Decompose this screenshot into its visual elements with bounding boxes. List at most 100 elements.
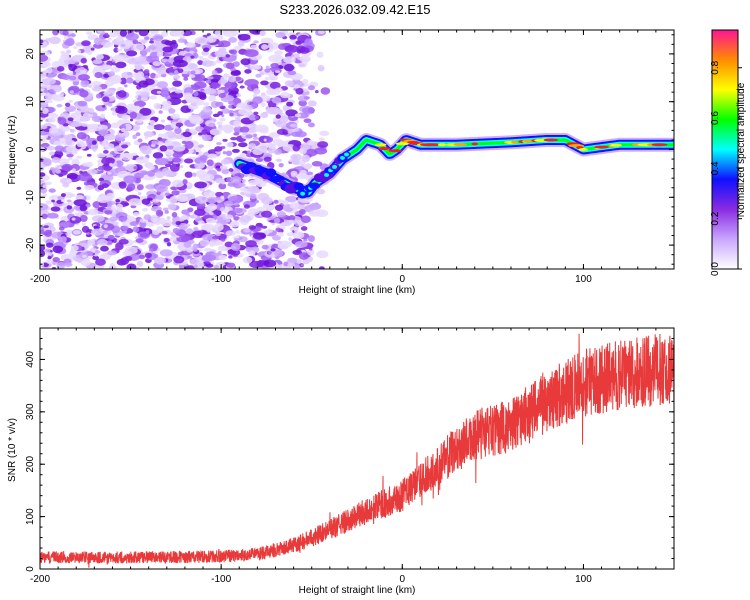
noise-speck — [268, 132, 281, 139]
noise-speck — [230, 243, 241, 251]
noise-speck — [267, 250, 273, 255]
noise-speck — [162, 207, 169, 212]
noise-speck — [110, 122, 121, 129]
noise-speck — [268, 204, 275, 210]
noise-speck — [255, 73, 262, 78]
noise-speck — [40, 244, 46, 251]
noise-speck — [95, 93, 102, 99]
noise-speck — [253, 111, 259, 115]
noise-speck — [259, 30, 266, 37]
noise-speck — [185, 265, 196, 269]
noise-speck — [41, 193, 48, 198]
spectrogram-y-tick-label: -10 — [25, 190, 36, 205]
noise-speck — [96, 135, 105, 142]
noise-speck — [269, 81, 281, 90]
noise-speck — [101, 222, 115, 231]
noise-speck — [192, 243, 199, 249]
snr-panel: -200 -100 0 100 0 100 200 300 400 Height of str… — [7, 327, 675, 596]
noise-speck — [187, 71, 192, 75]
noise-speck — [137, 138, 143, 143]
noise-speck — [256, 179, 267, 188]
noise-speck — [107, 37, 112, 41]
noise-speck — [248, 208, 260, 215]
noise-speck — [220, 238, 226, 242]
noise-speck — [306, 171, 314, 176]
noise-speck — [320, 87, 331, 95]
noise-speck — [225, 230, 236, 237]
noise-speck — [143, 36, 150, 41]
noise-speck — [175, 221, 181, 226]
noise-speck — [104, 143, 115, 150]
noise-speck — [148, 119, 156, 125]
noise-speck — [156, 81, 169, 88]
noise-speck — [232, 148, 240, 153]
noise-speck — [147, 170, 156, 177]
noise-speck — [300, 226, 308, 231]
noise-speck — [228, 168, 234, 172]
noise-speck — [214, 50, 228, 58]
noise-speck — [237, 40, 245, 47]
noise-speck — [243, 49, 259, 58]
noise-speck — [90, 143, 99, 151]
noise-speck — [203, 247, 212, 252]
noise-speck — [277, 231, 284, 237]
noise-speck — [123, 123, 132, 131]
noise-speck — [70, 121, 81, 128]
noise-speck — [103, 133, 116, 141]
noise-speck — [248, 114, 258, 121]
noise-speck — [42, 262, 49, 267]
noise-speck — [126, 77, 134, 84]
noise-speck — [115, 36, 123, 42]
noise-speck — [260, 210, 273, 218]
noise-speck — [91, 228, 104, 236]
noise-speck — [262, 111, 268, 115]
chart-title: S233.2026.032.09.42.E15 — [279, 2, 430, 17]
noise-speck — [41, 77, 56, 86]
noise-speck — [107, 102, 113, 107]
noise-speck — [49, 194, 61, 202]
noise-speck — [135, 238, 144, 243]
noise-speck — [171, 30, 185, 37]
noise-speck — [165, 96, 172, 100]
noise-speck — [239, 152, 247, 158]
noise-speck — [209, 243, 215, 247]
noise-speck — [261, 244, 269, 250]
noise-speck — [203, 47, 210, 53]
noise-speck — [239, 85, 245, 89]
noise-speck — [86, 153, 92, 157]
noise-speck — [109, 162, 113, 167]
noise-speck — [296, 45, 306, 53]
noise-speck — [94, 84, 100, 90]
noise-speck — [194, 181, 207, 189]
noise-speck — [189, 74, 196, 78]
noise-speck — [69, 216, 82, 224]
noise-speck — [292, 231, 305, 239]
noise-speck — [153, 124, 165, 131]
noise-speck — [136, 118, 143, 123]
noise-speck — [237, 33, 251, 41]
noise-speck — [84, 184, 95, 191]
noise-speck — [171, 212, 178, 218]
noise-speck — [108, 90, 112, 94]
noise-speck — [286, 101, 294, 107]
noise-speck — [72, 229, 81, 235]
noise-speck — [278, 163, 284, 168]
noise-speck — [267, 143, 277, 149]
noise-speck — [185, 42, 196, 48]
noise-speck — [246, 150, 251, 154]
noise-speck — [52, 30, 60, 36]
noise-speck — [141, 198, 151, 205]
noise-speck — [91, 140, 97, 145]
noise-speck — [184, 141, 194, 149]
noise-speck — [168, 72, 175, 76]
noise-speck — [66, 205, 73, 210]
noise-speck — [145, 230, 150, 234]
noise-speck — [275, 114, 281, 119]
noise-speck — [295, 87, 304, 95]
noise-speck — [275, 32, 286, 38]
noise-speck — [64, 105, 77, 112]
noise-speck — [301, 88, 309, 92]
signal-hotspot — [543, 138, 559, 142]
noise-speck — [247, 185, 260, 193]
noise-speck — [132, 134, 138, 140]
